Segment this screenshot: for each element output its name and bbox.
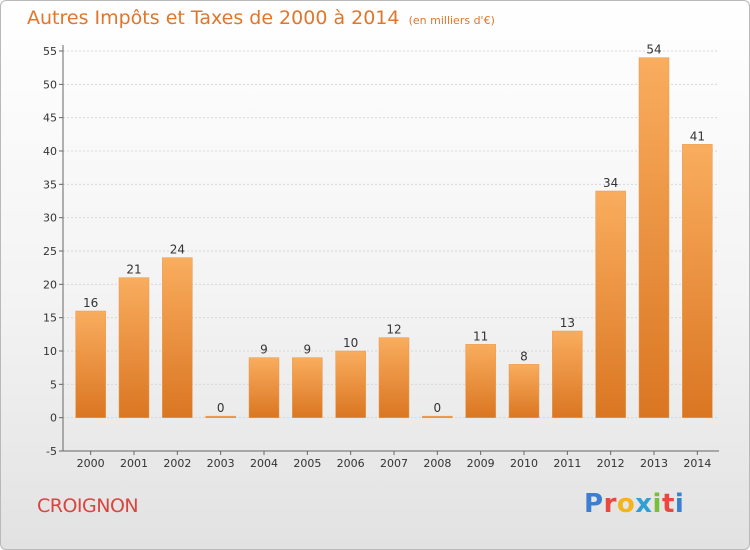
y-tick-label: 40 — [43, 145, 57, 158]
proxiti-logo[interactable]: Proxiti — [584, 489, 684, 519]
data-label: 0 — [434, 401, 442, 415]
x-tick-label: 2005 — [293, 457, 321, 470]
x-tick-label: 2013 — [640, 457, 668, 470]
y-tick-label: 55 — [43, 45, 57, 58]
data-label: 34 — [603, 176, 618, 190]
data-label: 8 — [520, 349, 528, 363]
data-label: 0 — [217, 401, 225, 415]
y-tick-label: 10 — [43, 345, 57, 358]
bars — [75, 57, 713, 418]
y-tick-label: 35 — [43, 178, 57, 191]
y-tick-label: 25 — [43, 245, 57, 258]
bar — [595, 190, 626, 418]
logo-letter: x — [635, 489, 653, 519]
x-tick-label: 2014 — [683, 457, 711, 470]
value-labels: 16 21 24 0 9 9 10 12 0 11 8 13 34 54 41 — [83, 43, 705, 415]
x-tick-label: 2009 — [467, 457, 495, 470]
y-tick-label: 45 — [43, 112, 57, 125]
x-tick-label: 2000 — [77, 457, 105, 470]
bar — [162, 257, 193, 418]
bar — [682, 144, 713, 418]
data-label: 12 — [386, 323, 401, 337]
data-label: 21 — [126, 263, 141, 277]
bar — [552, 330, 583, 418]
bar — [118, 277, 150, 418]
y-tick-label: 20 — [43, 278, 57, 291]
x-tick-label: 2006 — [337, 457, 365, 470]
bar — [508, 364, 540, 418]
data-label: 9 — [304, 343, 312, 357]
x-tick-label: 2008 — [423, 457, 451, 470]
data-label: 16 — [83, 296, 98, 310]
y-tick-label: 30 — [43, 212, 57, 225]
bar — [335, 350, 366, 418]
title-main: Autres Impôts et Taxes de 2000 à 2014 — [27, 7, 400, 29]
logo-letter: o — [616, 489, 636, 519]
x-tick-label: 2003 — [207, 457, 235, 470]
data-label: 54 — [646, 43, 661, 57]
logo-letter: i — [674, 489, 685, 519]
data-label: 24 — [170, 243, 185, 257]
logo-letter: P — [584, 489, 604, 519]
bar — [465, 344, 496, 418]
bar — [378, 337, 410, 418]
x-tick-label: 2001 — [120, 457, 148, 470]
logo-letter: i — [652, 489, 662, 519]
bar — [422, 415, 453, 418]
x-tick-label: 2010 — [510, 457, 538, 470]
title-unit: (en milliers d'€) — [408, 14, 495, 27]
commune-name: CROIGNON — [37, 495, 139, 517]
data-label: 10 — [343, 336, 358, 350]
logo-text: Proxiti — [584, 489, 684, 519]
bar — [638, 57, 670, 418]
x-tick-label: 2002 — [163, 457, 191, 470]
data-label: 9 — [260, 343, 268, 357]
x-tick-label: 2004 — [250, 457, 278, 470]
x-tick-label: 2011 — [553, 457, 581, 470]
chart-title: Autres Impôts et Taxes de 2000 à 2014 (e… — [27, 7, 495, 29]
axes: -5 0 5 10 15 20 25 30 35 40 45 50 55 2000 2001 2002 2003… — [43, 45, 719, 470]
data-label: 13 — [560, 316, 575, 330]
logo-letter: r — [603, 489, 617, 519]
y-tick-label: 15 — [43, 312, 57, 325]
data-label: 11 — [473, 329, 488, 343]
x-tick-label: 2012 — [597, 457, 625, 470]
y-tick-label: 50 — [43, 78, 57, 91]
bar — [248, 357, 280, 418]
y-tick-label: -5 — [46, 445, 57, 458]
y-tick-label: 5 — [50, 378, 57, 391]
logo-letter: t — [661, 489, 675, 519]
bar — [75, 310, 106, 418]
x-tick-label: 2007 — [380, 457, 408, 470]
bar — [205, 415, 236, 418]
data-label: 41 — [690, 129, 705, 143]
bar — [292, 357, 323, 418]
y-tick-label: 0 — [50, 412, 57, 425]
